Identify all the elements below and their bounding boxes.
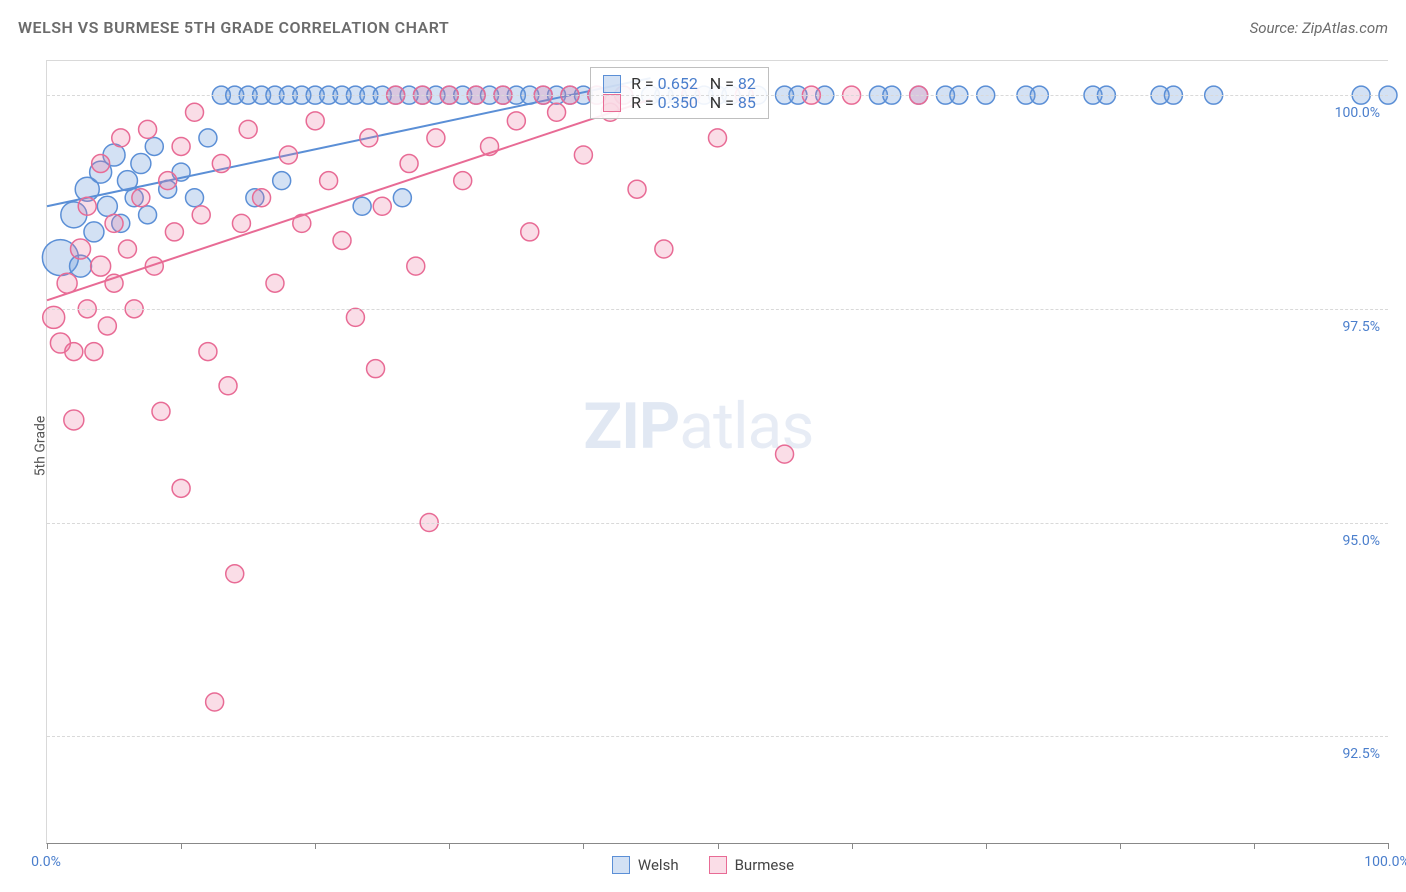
scatter-point: [65, 343, 83, 361]
scatter-point: [199, 343, 217, 361]
scatter-point: [574, 146, 592, 164]
x-tick: [449, 843, 450, 849]
y-tick-label: 97.5%: [1342, 319, 1380, 335]
x-tick-label: 100.0%: [1364, 854, 1406, 870]
scatter-point: [98, 317, 116, 335]
scatter-point: [71, 239, 91, 259]
scatter-point: [226, 565, 244, 583]
scatter-point: [165, 223, 183, 241]
x-tick: [1120, 843, 1121, 849]
scatter-point: [628, 180, 646, 198]
scatter-point: [219, 377, 237, 395]
gridline: [47, 309, 1388, 310]
scatter-point: [239, 120, 257, 138]
scatter-point: [427, 129, 445, 147]
x-tick: [986, 843, 987, 849]
scatter-point: [139, 206, 157, 224]
x-tick-label: 0.0%: [31, 854, 61, 870]
legend-row: R = 0.652 N = 82: [603, 74, 756, 93]
scatter-point: [64, 410, 84, 430]
legend-r-label: R = 0.652 N = 82: [631, 74, 756, 93]
gridline: [47, 736, 1388, 737]
legend-item: Welsh: [612, 856, 679, 874]
scatter-point: [373, 197, 391, 215]
y-tick-label: 92.5%: [1342, 746, 1380, 762]
chart-plot-area: ZIPatlas R = 0.652 N = 82R = 0.350 N = 8…: [46, 60, 1388, 844]
chart-source: Source: ZipAtlas.com: [1250, 19, 1388, 37]
scatter-point: [333, 231, 351, 249]
scatter-point: [152, 402, 170, 420]
scatter-point: [454, 172, 472, 190]
scatter-point: [353, 197, 371, 215]
scatter-point: [360, 129, 378, 147]
legend-swatch: [709, 856, 727, 874]
legend-label: Burmese: [735, 856, 795, 874]
scatter-point: [655, 240, 673, 258]
y-tick-label: 100.0%: [1335, 105, 1380, 121]
scatter-point: [776, 445, 794, 463]
scatter-point: [320, 172, 338, 190]
legend-correlation-box: R = 0.652 N = 82R = 0.350 N = 85: [590, 67, 769, 119]
scatter-point: [84, 222, 104, 242]
scatter-point: [186, 189, 204, 207]
scatter-point: [521, 223, 539, 241]
scatter-point: [232, 214, 250, 232]
x-tick: [181, 843, 182, 849]
scatter-point: [400, 155, 418, 173]
scatter-point: [507, 112, 525, 130]
legend-swatch: [603, 75, 621, 93]
scatter-point: [118, 240, 136, 258]
scatter-point: [91, 256, 111, 276]
scatter-point: [192, 206, 210, 224]
scatter-point: [172, 479, 190, 497]
scatter-point: [407, 257, 425, 275]
scatter-point: [279, 146, 297, 164]
legend-swatch: [612, 856, 630, 874]
x-tick: [852, 843, 853, 849]
x-tick: [1254, 843, 1255, 849]
scatter-point: [346, 308, 364, 326]
legend-bottom: Welsh Burmese: [0, 856, 1406, 874]
x-tick: [718, 843, 719, 849]
scatter-point: [105, 214, 123, 232]
scatter-point: [112, 129, 130, 147]
scatter-point: [78, 197, 96, 215]
gridline: [47, 95, 1388, 96]
scatter-point: [57, 273, 77, 293]
scatter-point: [548, 103, 566, 121]
x-tick: [315, 843, 316, 849]
gridline: [47, 523, 1388, 524]
scatter-point: [709, 129, 727, 147]
scatter-point: [367, 360, 385, 378]
scatter-point: [253, 189, 271, 207]
scatter-point: [132, 189, 150, 207]
chart-header: WELSH VS BURMESE 5TH GRADE CORRELATION C…: [18, 18, 1388, 37]
scatter-point: [92, 155, 110, 173]
chart-svg: [47, 61, 1388, 843]
scatter-point: [306, 112, 324, 130]
x-tick: [47, 843, 48, 849]
scatter-point: [97, 196, 117, 216]
scatter-point: [145, 137, 163, 155]
legend-label: Welsh: [638, 856, 679, 874]
x-tick: [583, 843, 584, 849]
scatter-point: [393, 189, 411, 207]
scatter-point: [159, 172, 177, 190]
y-tick-label: 95.0%: [1342, 533, 1380, 549]
legend-item: Burmese: [709, 856, 795, 874]
scatter-point: [266, 274, 284, 292]
scatter-point: [212, 155, 230, 173]
legend-swatch: [603, 94, 621, 112]
scatter-point: [186, 103, 204, 121]
scatter-point: [172, 137, 190, 155]
scatter-point: [139, 120, 157, 138]
scatter-point: [273, 172, 291, 190]
scatter-point: [206, 693, 224, 711]
scatter-point: [85, 343, 103, 361]
chart-title: WELSH VS BURMESE 5TH GRADE CORRELATION C…: [18, 18, 449, 37]
scatter-point: [131, 154, 151, 174]
scatter-point: [199, 129, 217, 147]
x-tick: [1388, 843, 1389, 849]
